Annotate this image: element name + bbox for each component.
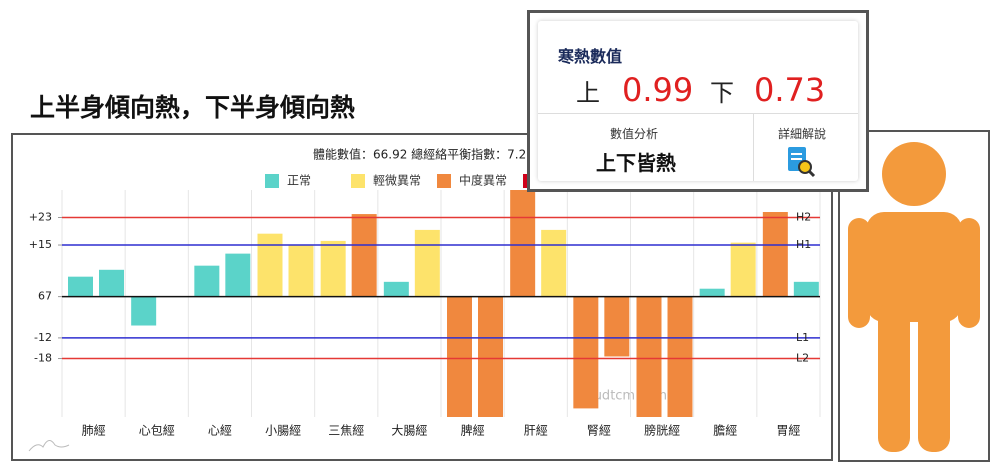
heading: 上半身傾向熱，下半身傾向熱 [30, 93, 356, 122]
bar [636, 296, 662, 417]
bar [541, 229, 567, 297]
bar [131, 296, 157, 326]
bar [383, 281, 409, 297]
x-tick-label: 膀胱經 [644, 423, 680, 438]
upper-value: 0.99 [622, 71, 694, 109]
x-tick-label: 心經 [208, 424, 232, 438]
bar [762, 212, 788, 297]
heat-cold-card: 寒熱數值 上 0.99 下 0.73 數值分析 上下皆熱 詳細解說 [527, 10, 869, 192]
logo [28, 440, 70, 452]
lower-label: 下 [710, 79, 734, 107]
y-tick-label: -18 [34, 352, 52, 365]
bar [604, 296, 630, 357]
legend-swatch [437, 174, 451, 188]
bar [414, 229, 440, 297]
bar [194, 265, 220, 297]
x-tick-label: 胃經 [776, 424, 800, 438]
bar [351, 214, 377, 297]
legend-label: 輕微異常 [373, 174, 421, 188]
bar [667, 296, 693, 417]
bar [257, 233, 283, 297]
divider [538, 113, 858, 114]
y-tick-label: +15 [29, 238, 52, 251]
lower-value: 0.73 [754, 71, 826, 109]
bar [447, 296, 472, 417]
bar [730, 242, 756, 297]
bar [793, 281, 819, 297]
bar [225, 253, 251, 297]
legend-swatch [265, 174, 279, 188]
bar [99, 269, 124, 297]
bar [478, 296, 503, 417]
y-tick-label: 67 [38, 290, 52, 303]
x-tick-label: 肝經 [524, 424, 548, 438]
upper-label: 上 [576, 79, 600, 107]
card-body: 寒熱數值 上 0.99 下 0.73 數值分析 上下皆熱 詳細解說 [538, 21, 858, 181]
person-icon [848, 142, 980, 452]
person-panel [838, 130, 990, 462]
y-tick-label: +23 [29, 211, 52, 224]
reference-label: H2 [796, 211, 811, 224]
x-tick-label: 大腸經 [391, 424, 427, 438]
legend-label: 中度異常 [459, 173, 507, 188]
x-tick-label: 腎經 [587, 424, 611, 438]
detail-label: 詳細解說 [778, 127, 827, 141]
legend-swatch [351, 174, 365, 188]
subtitle: 體能數值：66.92 總經絡平衡指數：7.25 [313, 147, 534, 162]
analysis-label: 數值分析 [610, 127, 659, 141]
legend-label: 正常 [287, 174, 311, 188]
x-tick-label: 膽經 [713, 423, 737, 438]
x-tick-label: 小腸經 [265, 424, 301, 438]
card-title: 寒熱數值 [558, 47, 623, 66]
y-tick-label: -12 [34, 331, 52, 344]
analysis-value: 上下皆熱 [596, 151, 676, 175]
divider [753, 113, 754, 181]
x-tick-label: 三焦經 [328, 424, 364, 438]
reference-label: L1 [796, 331, 809, 344]
x-tick-label: 脾經 [461, 423, 485, 438]
bar [68, 276, 93, 297]
x-tick-label: 心包經 [139, 424, 175, 438]
x-tick-label: 肺經 [82, 424, 106, 438]
bar [573, 296, 599, 409]
reference-label: L2 [796, 352, 809, 365]
bar [320, 240, 346, 297]
bar [699, 288, 725, 297]
reference-label: H1 [796, 238, 811, 251]
bar [510, 190, 536, 297]
bar [288, 245, 314, 297]
detail-icon[interactable] [786, 145, 816, 179]
